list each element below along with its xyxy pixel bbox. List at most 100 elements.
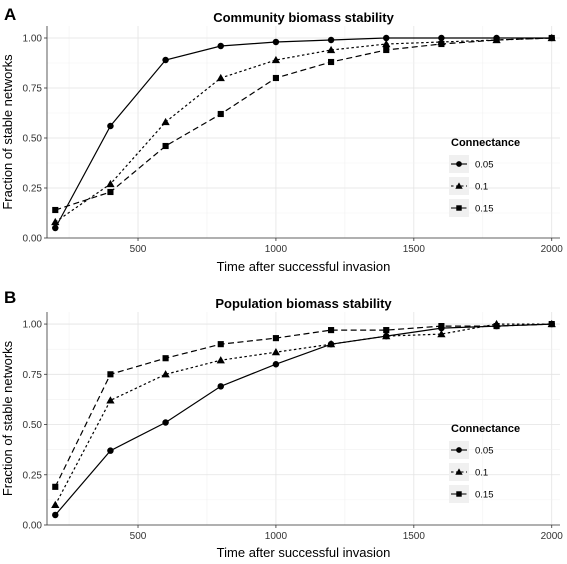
data-point <box>161 370 170 378</box>
data-point <box>493 323 500 330</box>
legend-key-marker <box>455 182 463 189</box>
data-point <box>161 117 170 126</box>
data-point <box>271 348 281 356</box>
legend-label: 0.1 <box>475 182 488 193</box>
data-point <box>272 361 280 368</box>
series-0.15 <box>52 320 555 490</box>
y-tick-label: 0.50 <box>23 420 43 431</box>
data-point <box>383 46 390 54</box>
data-point <box>216 73 225 82</box>
legend-key-marker <box>456 205 462 211</box>
data-point <box>52 224 59 232</box>
legend: Connectance 0.05 0.1 0.15 <box>449 423 520 503</box>
data-point <box>437 329 446 338</box>
data-point <box>548 320 555 328</box>
y-tick-label: 0.25 <box>23 184 43 195</box>
data-point <box>162 419 169 426</box>
x-tick-label: 2000 <box>541 244 564 255</box>
series-line <box>54 323 552 506</box>
data-point <box>271 55 281 64</box>
data-point <box>438 323 445 330</box>
data-point <box>382 39 391 48</box>
data-point <box>52 483 59 490</box>
legend-key-marker <box>456 161 462 167</box>
x-tick-label: 1000 <box>265 244 288 255</box>
legend-label: 0.05 <box>475 160 494 171</box>
data-point <box>328 327 335 334</box>
data-point <box>217 110 224 118</box>
series-line <box>54 323 552 516</box>
data-point <box>52 511 59 519</box>
x-tick-label: 1500 <box>403 244 426 255</box>
data-point <box>106 179 115 188</box>
data-point <box>326 340 336 348</box>
data-point <box>162 56 169 64</box>
y-axis-label: Fraction of stable networks <box>0 340 15 496</box>
y-tick-label: 1.00 <box>23 320 43 331</box>
y-tick-label: 0.00 <box>23 521 43 532</box>
data-point <box>272 38 280 46</box>
series-line <box>54 37 552 223</box>
data-point <box>52 206 59 214</box>
legend-label: 0.1 <box>475 468 488 479</box>
series-line <box>54 323 552 488</box>
panel-letter: B <box>4 288 16 307</box>
panel-letter: A <box>4 5 16 24</box>
legend-item: 0.15 <box>449 485 494 503</box>
legend-label: 0.15 <box>475 490 494 501</box>
data-point <box>548 34 555 42</box>
legend-item: 0.05 <box>449 155 494 173</box>
legend-item: 0.1 <box>449 177 488 195</box>
series-0.05 <box>52 34 555 232</box>
legend-title: Connectance <box>451 423 520 435</box>
legend-label: 0.05 <box>475 446 494 457</box>
data-point <box>217 383 224 390</box>
legend-key-marker <box>456 447 462 453</box>
y-tick-label: 0.25 <box>23 470 43 481</box>
panel-a: A Community biomass stability 500 1000 1500 2… <box>0 5 563 274</box>
legend-label: 0.15 <box>475 204 494 215</box>
legend-key-marker <box>456 491 462 497</box>
series-line <box>55 37 552 211</box>
legend-item: 0.05 <box>449 441 494 459</box>
data-point <box>383 34 390 42</box>
data-point <box>106 396 115 404</box>
series-0.15 <box>52 34 555 214</box>
y-tick-label: 1.00 <box>23 34 43 45</box>
chart-title: Population biomass stability <box>215 296 392 311</box>
legend-title: Connectance <box>451 137 520 149</box>
x-tick-label: 1000 <box>265 531 288 542</box>
data-point <box>217 42 224 50</box>
data-point <box>51 217 60 226</box>
y-axis-label: Fraction of stable networks <box>0 54 15 210</box>
x-tick-label: 1500 <box>403 531 426 542</box>
legend-key-marker <box>455 468 463 475</box>
data-point <box>51 500 60 509</box>
legend-item: 0.1 <box>449 463 488 481</box>
data-point <box>327 36 335 44</box>
y-tick-label: 0.00 <box>23 234 43 245</box>
data-point <box>216 356 225 364</box>
chart-title: Community biomass stability <box>213 10 394 25</box>
series-0.1 <box>51 33 556 226</box>
series-0.1 <box>51 319 556 509</box>
panel-b: B Population biomass stability 500 1000 1500… <box>0 288 563 560</box>
y-tick-label: 0.75 <box>23 84 43 95</box>
data-point <box>272 74 279 82</box>
y-tick-label: 0.75 <box>23 370 43 381</box>
x-tick-label: 500 <box>130 531 147 542</box>
data-point <box>438 40 445 48</box>
data-point <box>107 371 114 378</box>
x-tick-label: 500 <box>130 244 147 255</box>
data-point <box>107 122 114 130</box>
y-tick-label: 0.50 <box>23 134 43 145</box>
data-point <box>107 188 114 196</box>
data-point <box>328 58 335 66</box>
legend-item: 0.15 <box>449 199 494 217</box>
data-point <box>107 447 114 454</box>
data-point <box>326 45 336 54</box>
data-point <box>217 341 224 348</box>
x-axis-label: Time after successful invasion <box>217 545 391 560</box>
data-point <box>493 36 500 44</box>
